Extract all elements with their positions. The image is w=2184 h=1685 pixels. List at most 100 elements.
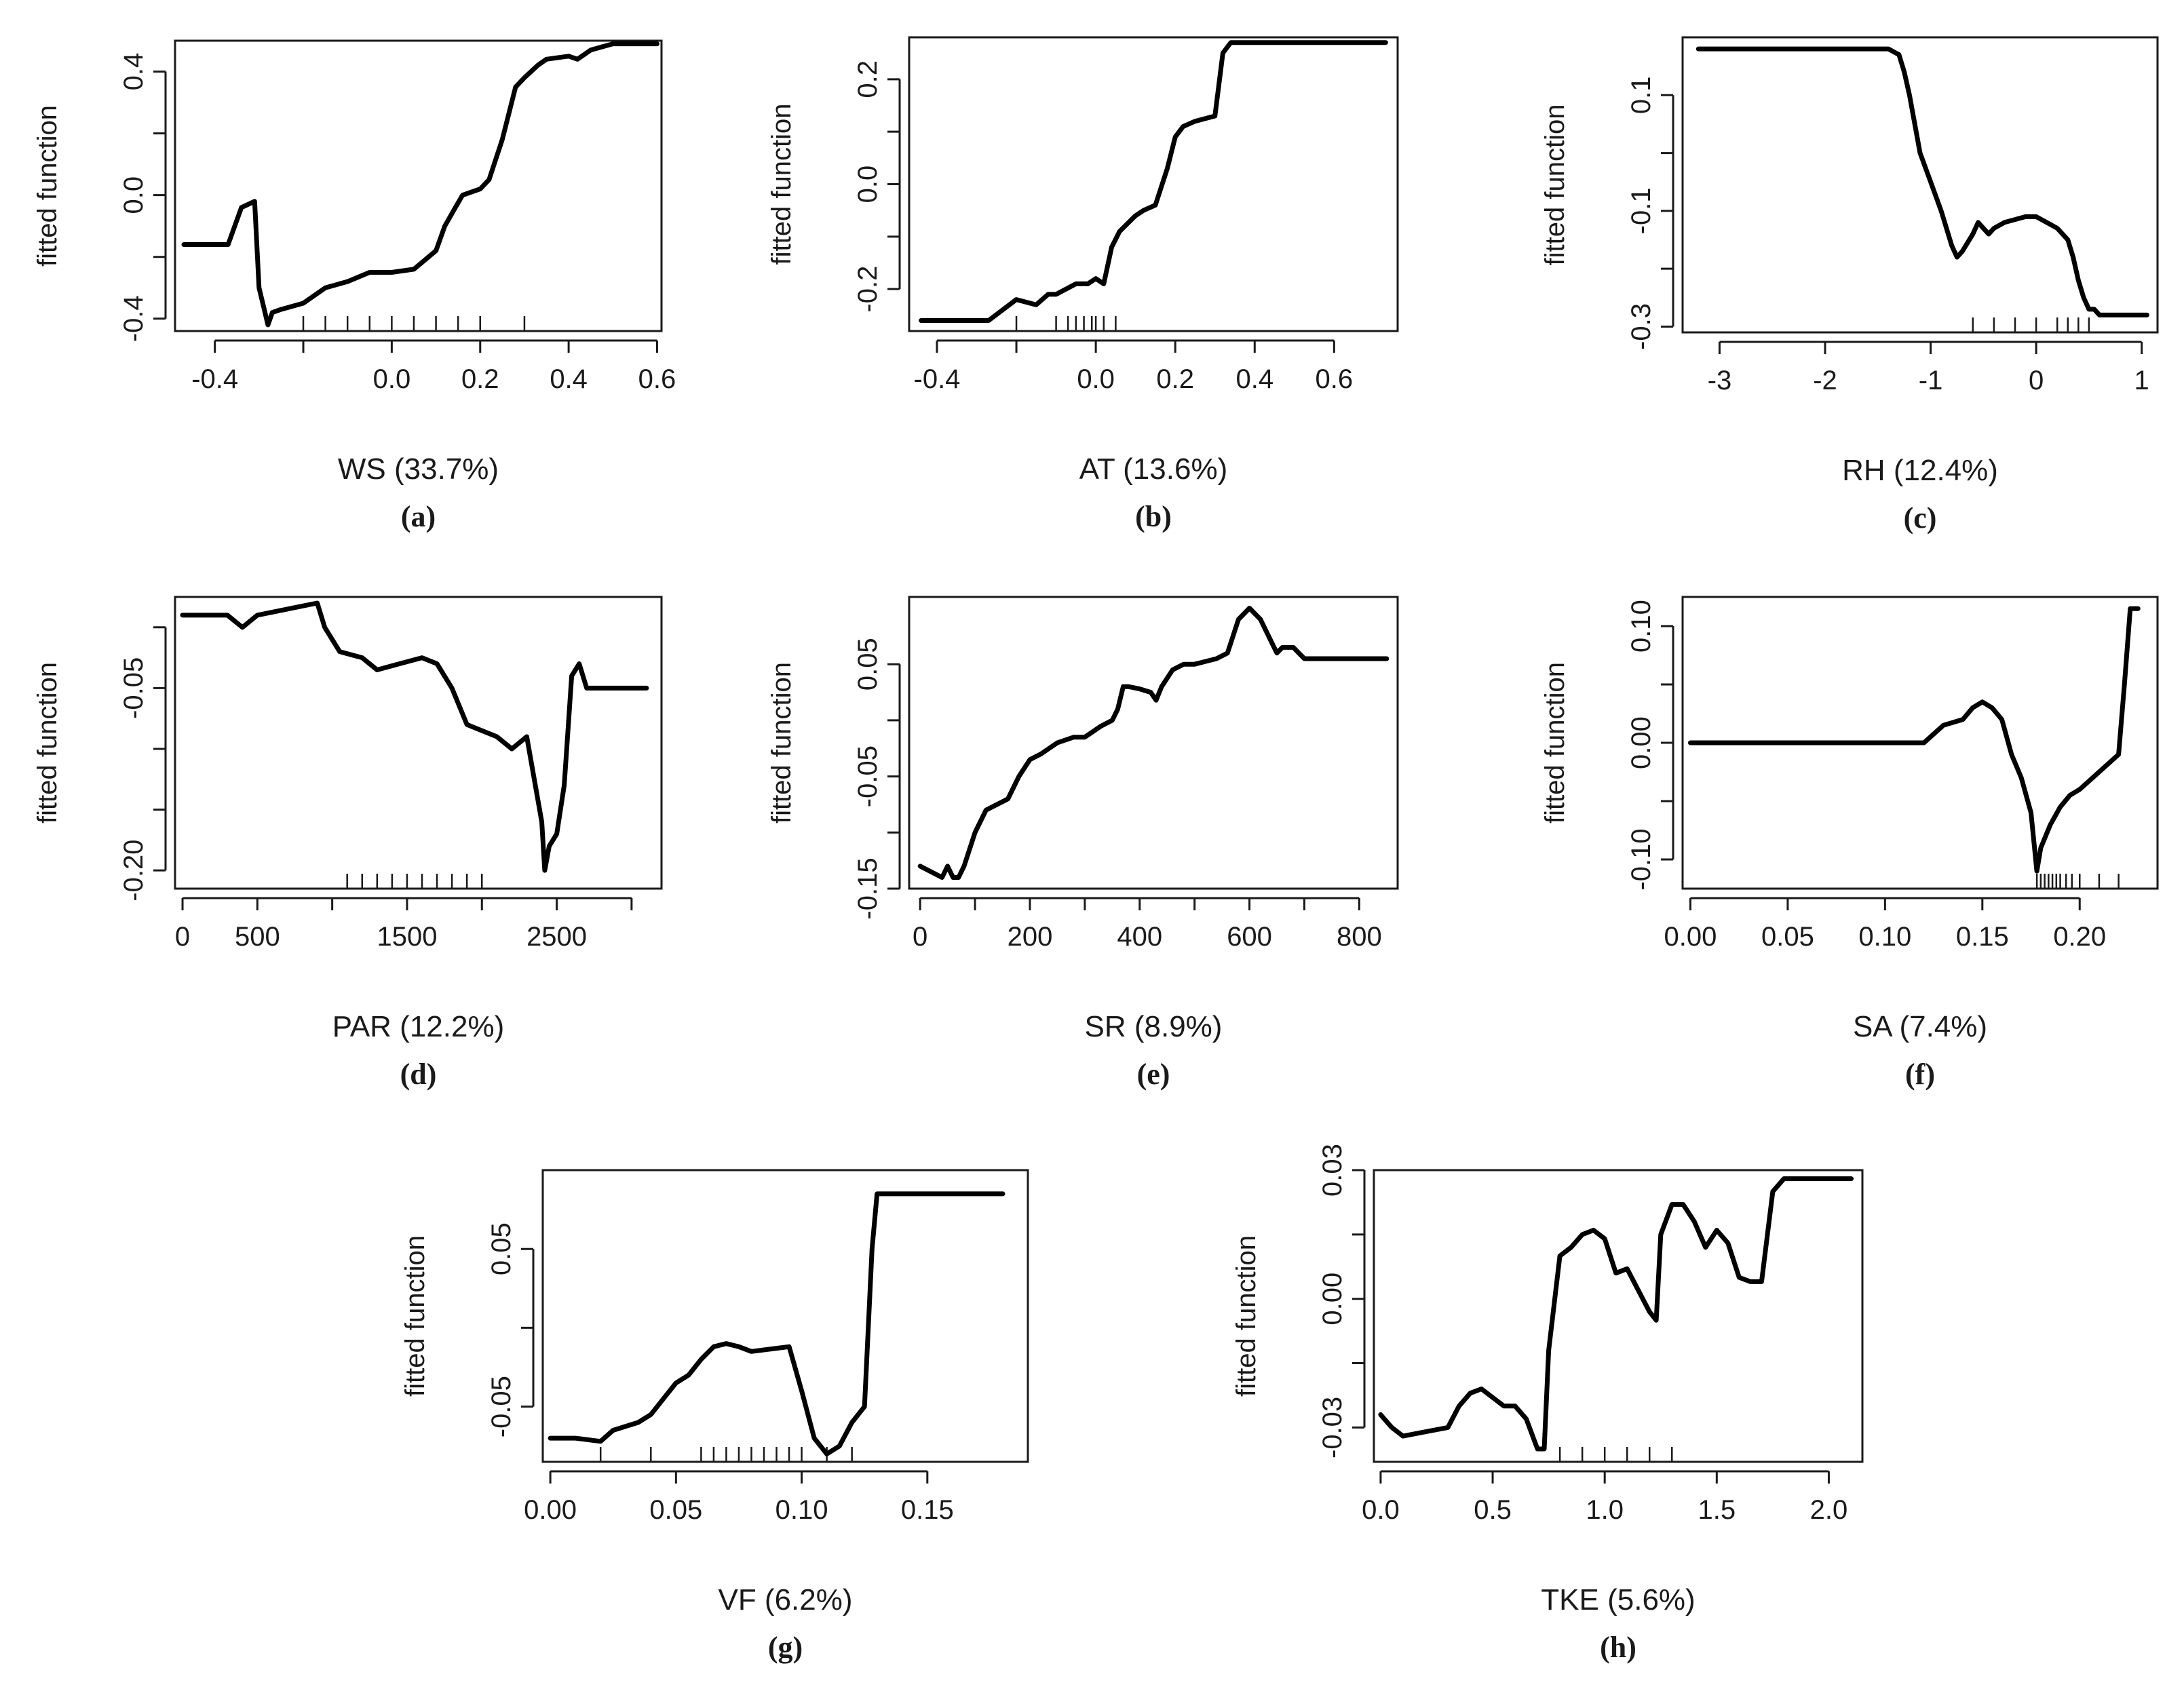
y-axis-label: fitted function	[1231, 1235, 1261, 1397]
chart-panel-8: 0.0 0.5 1.0 1.5 2.0 -0.03 0.00 0.03 fitted funct…	[1231, 1144, 1864, 1664]
x-tick-label: -2	[1813, 366, 1837, 395]
x-tick-label: 600	[1227, 922, 1272, 952]
chart-panel-7: 0.00 0.05 0.10 0.15 -0.05 0.05 fitted function…	[400, 1169, 1029, 1664]
y-tick-label: 0.0	[119, 176, 149, 214]
x-tick-label: 0	[175, 922, 190, 952]
y-tick-label: 0.05	[853, 638, 883, 691]
x-tick-label: 2500	[526, 922, 587, 952]
y-axis-label: fitted function	[767, 662, 797, 824]
y-axis-label: fitted function	[767, 104, 797, 265]
y-tick-label: -0.15	[853, 857, 883, 919]
plot-frame	[1681, 36, 2159, 334]
panel-label: (h)	[1600, 1631, 1636, 1664]
x-tick-label: 0.6	[638, 364, 676, 394]
x-tick-label: 0.4	[1235, 364, 1273, 394]
x-tick-label: 1.5	[1698, 1495, 1736, 1525]
panel-label: (e)	[1137, 1058, 1170, 1091]
y-tick-label: 0.00	[1626, 716, 1656, 769]
chart-panel-1: -0.4 0.0 0.2 0.4 0.6 -0.4 0.0 0.4 fitted functio…	[33, 39, 676, 533]
x-axis-label: WS (33.7%)	[338, 452, 499, 486]
x-tick-label: 0.20	[2053, 922, 2106, 952]
x-tick-label: 1	[2134, 366, 2149, 395]
x-tick-label: 1500	[377, 922, 437, 952]
x-tick-label: 2.0	[1810, 1495, 1848, 1525]
plot-frame	[174, 596, 663, 890]
y-axis-label: fitted function	[1540, 662, 1570, 824]
x-tick-label: 200	[1008, 922, 1053, 952]
fitted-function-line	[919, 40, 1388, 323]
y-tick-label: -0.1	[1626, 187, 1656, 234]
y-tick-label: -0.10	[1626, 828, 1656, 890]
y-tick-label: 0.05	[486, 1222, 516, 1275]
y-tick-label: -0.4	[119, 295, 149, 342]
x-tick-label: 0	[913, 922, 927, 952]
x-tick-label: 0.10	[775, 1495, 828, 1525]
panel-label: (f)	[1905, 1058, 1935, 1091]
y-tick-label: 0.10	[1626, 600, 1656, 653]
y-axis-label: fitted function	[33, 105, 62, 267]
y-tick-label: -0.05	[486, 1376, 516, 1437]
x-tick-label: 1.0	[1586, 1495, 1624, 1525]
y-tick-label: 0.1	[1626, 76, 1656, 114]
fitted-function-line	[180, 600, 649, 873]
chart-panel-3: -3 -2 -1 0 1 -0.3 -0.1 0.1 fitted function RH (12…	[1540, 36, 2159, 535]
chart-panel-2: -0.4 0.0 0.2 0.4 0.6 -0.2 0.0 0.2 fitted functio…	[767, 36, 1399, 533]
x-tick-label: 0.00	[1664, 922, 1717, 952]
x-tick-label: 0.2	[1156, 364, 1194, 394]
x-tick-label: -1	[1919, 366, 1943, 395]
y-tick-label: 0.03	[1318, 1144, 1347, 1197]
panel-label: (c)	[1904, 501, 1937, 535]
y-tick-label: -0.05	[853, 745, 883, 807]
x-tick-label: -0.4	[191, 364, 238, 394]
panel-label: (b)	[1135, 500, 1172, 533]
x-axis-label: RH (12.4%)	[1842, 454, 1998, 487]
plot-frame	[1373, 1169, 1864, 1463]
y-axis-label: fitted function	[33, 662, 62, 824]
x-tick-label: 0.5	[1474, 1495, 1512, 1525]
panel-label: (a)	[401, 500, 436, 533]
plot-frame	[541, 1169, 1029, 1463]
x-axis-label: SR (8.9%)	[1085, 1010, 1223, 1043]
x-tick-label: 0.15	[901, 1495, 954, 1525]
x-tick-label: 0.05	[1761, 922, 1814, 952]
y-axis-label: fitted function	[400, 1235, 430, 1397]
y-tick-label: -0.05	[119, 657, 149, 719]
y-axis-label: fitted function	[1540, 104, 1570, 266]
x-tick-label: 0.6	[1316, 364, 1354, 394]
x-axis-label: PAR (12.2%)	[332, 1010, 505, 1043]
x-axis-label: SA (7.4%)	[1853, 1010, 1987, 1043]
x-tick-label: 0.15	[1956, 922, 2009, 952]
y-tick-label: 0.2	[853, 60, 883, 98]
fitted-function-line	[1696, 46, 2149, 317]
plot-frame	[174, 39, 663, 332]
y-tick-label: -0.2	[853, 266, 883, 313]
y-tick-label: -0.20	[119, 840, 149, 902]
plot-frame	[1681, 596, 2159, 890]
plot-frame	[908, 36, 1399, 332]
chart-panel-5: 0 200 400 600 800 -0.15 -0.05 0.05 fitted functi…	[767, 596, 1399, 1091]
x-tick-label: 0.2	[461, 364, 499, 394]
chart-panel-4: 0 500 1500 2500 -0.20 -0.05 fitted function PAR…	[33, 596, 663, 1091]
x-tick-label: 0.10	[1858, 922, 1911, 952]
y-tick-label: 0.0	[853, 166, 883, 204]
fitted-function-line	[181, 41, 659, 328]
x-tick-label: 0.0	[1362, 1495, 1400, 1525]
x-tick-label: 0.05	[649, 1495, 702, 1525]
x-tick-label: 0.0	[373, 364, 411, 394]
x-tick-label: 0	[2029, 366, 2044, 395]
x-tick-label: 800	[1337, 922, 1382, 952]
x-tick-label: 400	[1117, 922, 1162, 952]
fitted-function-line	[917, 606, 1390, 880]
panel-label: (g)	[768, 1631, 803, 1664]
x-tick-label: 0.00	[524, 1495, 577, 1525]
y-tick-label: -0.3	[1626, 303, 1656, 350]
x-tick-label: 500	[235, 922, 280, 952]
y-tick-label: -0.03	[1318, 1397, 1347, 1458]
x-axis-label: TKE (5.6%)	[1541, 1583, 1695, 1616]
plot-frame	[908, 596, 1399, 890]
y-tick-label: 0.4	[119, 53, 149, 91]
x-axis-label: AT (13.6%)	[1079, 452, 1227, 486]
fitted-function-line	[1378, 1176, 1854, 1452]
x-tick-label: 0.4	[550, 364, 588, 394]
